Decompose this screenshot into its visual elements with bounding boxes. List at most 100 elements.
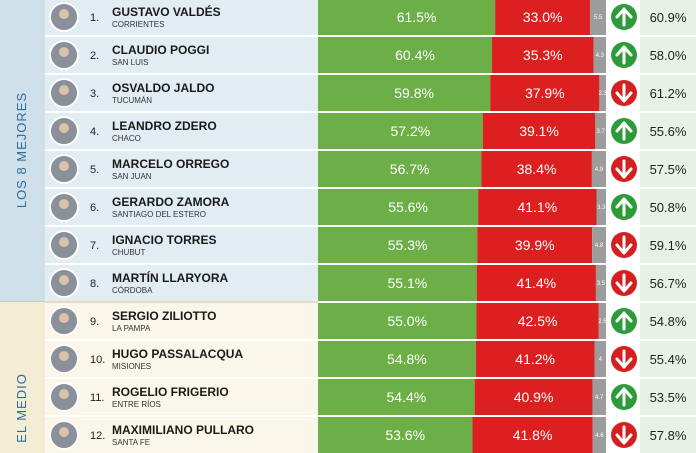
- previous-cell: [640, 303, 696, 339]
- name: CLAUDIO POGGI: [112, 43, 209, 57]
- row-bg: [45, 227, 318, 263]
- photo-head: [59, 275, 69, 285]
- previous: 50.8%: [650, 200, 687, 215]
- province: CHACO: [112, 134, 141, 143]
- positive-label: 60.4%: [395, 47, 435, 63]
- province: TUCUMÁN: [112, 96, 152, 105]
- group-label: LOS 8 MEJORES: [14, 92, 29, 208]
- trend-arrow: [615, 235, 633, 255]
- name: ROGELIO FRIGERIO: [112, 385, 229, 399]
- province: CÓRDOBA: [112, 286, 153, 295]
- photo-head: [59, 199, 69, 209]
- positive-label: 61.5%: [397, 9, 437, 25]
- name: MAXIMILIANO PULLARO: [112, 423, 254, 437]
- trend-arrow: [615, 197, 633, 217]
- province: CORRIENTES: [112, 20, 164, 29]
- province: CHUBUT: [112, 248, 145, 257]
- positive-label: 55.6%: [388, 199, 428, 215]
- photo-head: [59, 161, 69, 171]
- negative-label: 38.4%: [517, 161, 557, 177]
- row-bg: [45, 0, 318, 35]
- ns-bar: [595, 113, 606, 149]
- trend-arrow: [615, 425, 633, 445]
- positive-bar: [318, 227, 478, 263]
- positive-bar: [318, 0, 496, 35]
- name: HUGO PASSALACQUA: [112, 347, 243, 361]
- previous-cell: [640, 37, 696, 73]
- negative-label: 35.3%: [523, 47, 563, 63]
- rank: 12.: [90, 430, 105, 442]
- positive-label: 56.7%: [390, 161, 430, 177]
- row-bg: [45, 113, 318, 149]
- row-bg: [45, 417, 318, 453]
- rank: 4.: [90, 126, 99, 138]
- photo-head: [59, 47, 69, 57]
- negative-bar: [482, 113, 596, 149]
- previous-cell: [640, 265, 696, 301]
- name: GUSTAVO VALDÉS: [112, 4, 221, 19]
- positive-label: 53.6%: [385, 427, 425, 443]
- positive-label: 54.8%: [387, 351, 427, 367]
- positive-label: 55.0%: [387, 313, 427, 329]
- row-bg: [45, 341, 318, 377]
- rank: 5.: [90, 164, 99, 176]
- positive-label: 57.2%: [391, 123, 431, 139]
- negative-label: 41.4%: [516, 275, 556, 291]
- negative-label: 37.9%: [525, 85, 565, 101]
- previous-cell: [640, 379, 696, 415]
- previous: 60.9%: [650, 10, 687, 25]
- previous-cell: [640, 0, 696, 35]
- ns-label: 3.5: [597, 281, 606, 287]
- row-bg: [45, 379, 318, 415]
- name: LEANDRO ZDERO: [112, 119, 217, 133]
- ns-label: 3.7: [597, 129, 606, 135]
- positive-label: 55.1%: [387, 275, 427, 291]
- ns-label: 5.5: [594, 15, 603, 21]
- rank: 10.: [90, 354, 105, 366]
- province: ENTRE RÍOS: [112, 400, 161, 409]
- ns-bar: [590, 0, 606, 35]
- province: MISIONES: [112, 362, 151, 371]
- row-bg: [45, 265, 318, 301]
- rank: 1.: [90, 12, 99, 24]
- ns-label: 3.3: [597, 205, 606, 211]
- name: MARTÍN LLARYORA: [112, 270, 229, 285]
- negative-bar: [476, 265, 596, 301]
- name: IGNACIO TORRES: [112, 233, 216, 247]
- province: SAN LUIS: [112, 58, 148, 67]
- group-band: [0, 302, 45, 453]
- ns-label: 2.5: [598, 319, 607, 325]
- photo-head: [59, 389, 69, 399]
- previous-cell: [640, 341, 696, 377]
- rank: 2.: [90, 50, 99, 62]
- trend-arrow: [615, 45, 633, 65]
- negative-label: 39.1%: [519, 123, 559, 139]
- province: SANTIAGO DEL ESTERO: [112, 210, 206, 219]
- trend-arrow: [615, 7, 633, 27]
- rank: 11.: [90, 392, 104, 404]
- previous-cell: [640, 151, 696, 187]
- positive-bar: [318, 37, 492, 73]
- rank: 7.: [90, 240, 99, 252]
- rank: 6.: [90, 202, 99, 214]
- positive-bar: [318, 75, 491, 111]
- positive-bar: [318, 379, 475, 415]
- positive-label: 59.8%: [394, 85, 434, 101]
- previous-cell: [640, 417, 696, 453]
- negative-bar: [472, 417, 593, 453]
- previous: 55.4%: [650, 352, 687, 367]
- name: GERARDO ZAMORA: [112, 195, 230, 209]
- row-bg: [45, 37, 318, 73]
- trend-arrow: [615, 349, 633, 369]
- photo-head: [59, 85, 69, 95]
- photo-head: [59, 351, 69, 361]
- negative-label: 39.9%: [515, 237, 555, 253]
- negative-label: 41.2%: [515, 351, 555, 367]
- trend-arrow: [615, 387, 633, 407]
- negative-bar: [476, 303, 599, 339]
- previous-cell: [640, 227, 696, 263]
- name: SERGIO ZILIOTTO: [112, 309, 216, 323]
- row-bg: [45, 75, 318, 111]
- negative-label: 41.1%: [517, 199, 557, 215]
